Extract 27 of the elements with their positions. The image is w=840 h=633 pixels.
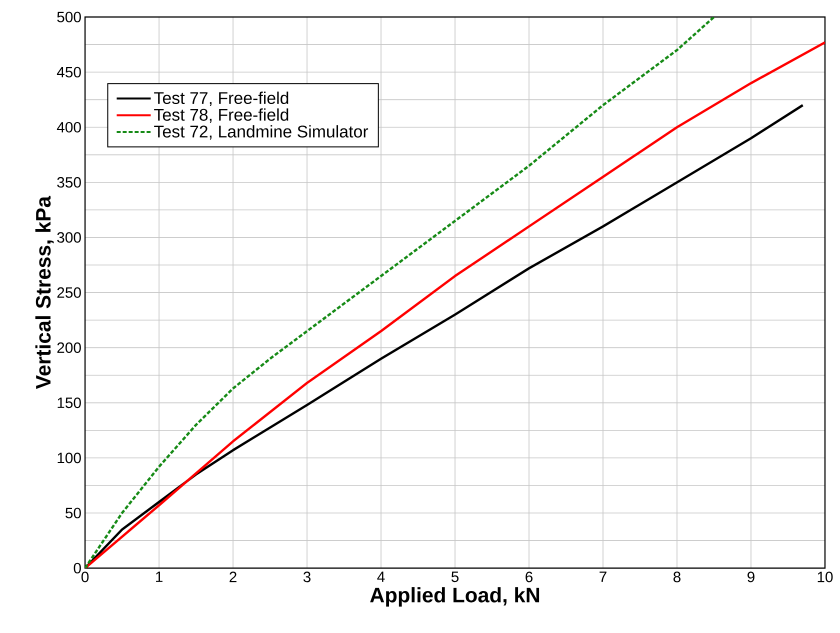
y-tick-label: 450 [56,66,81,78]
legend-label: Test 77, Free-field [154,92,288,106]
y-tick-label: 350 [57,177,81,188]
y-tick-label: 100 [58,452,81,464]
x-tick-label: 7 [600,572,606,582]
x-tick-label: 5 [451,572,459,582]
x-tick-label: 9 [748,572,754,582]
x-tick-label: 3 [303,572,311,582]
y-tick-label: 0 [74,562,81,574]
x-tick-label: 2 [230,572,236,582]
y-tick-label: 50 [66,508,81,518]
y-tick-label: 200 [57,342,81,353]
x-axis-title: Applied Load, kN [370,587,540,607]
y-tick-label: 400 [56,122,81,133]
y-tick-label: 250 [57,287,81,298]
legend-label: Test 78, Free-field [154,108,288,123]
x-tick-label: 0 [81,572,89,582]
x-tick-label: 6 [526,572,533,582]
y-axis-title: Vertical Stress, kPa [35,196,54,389]
legend-label: Test 72, Landmine Simulator [154,125,368,140]
x-tick-label: 8 [673,572,680,582]
y-tick-label: 300 [57,232,81,243]
y-tick-label: 500 [57,12,81,22]
x-tick-label: 4 [377,572,385,582]
x-tick-label: 1 [156,572,162,582]
x-tick-label: 10 [818,572,833,582]
y-tick-label: 150 [58,397,81,408]
